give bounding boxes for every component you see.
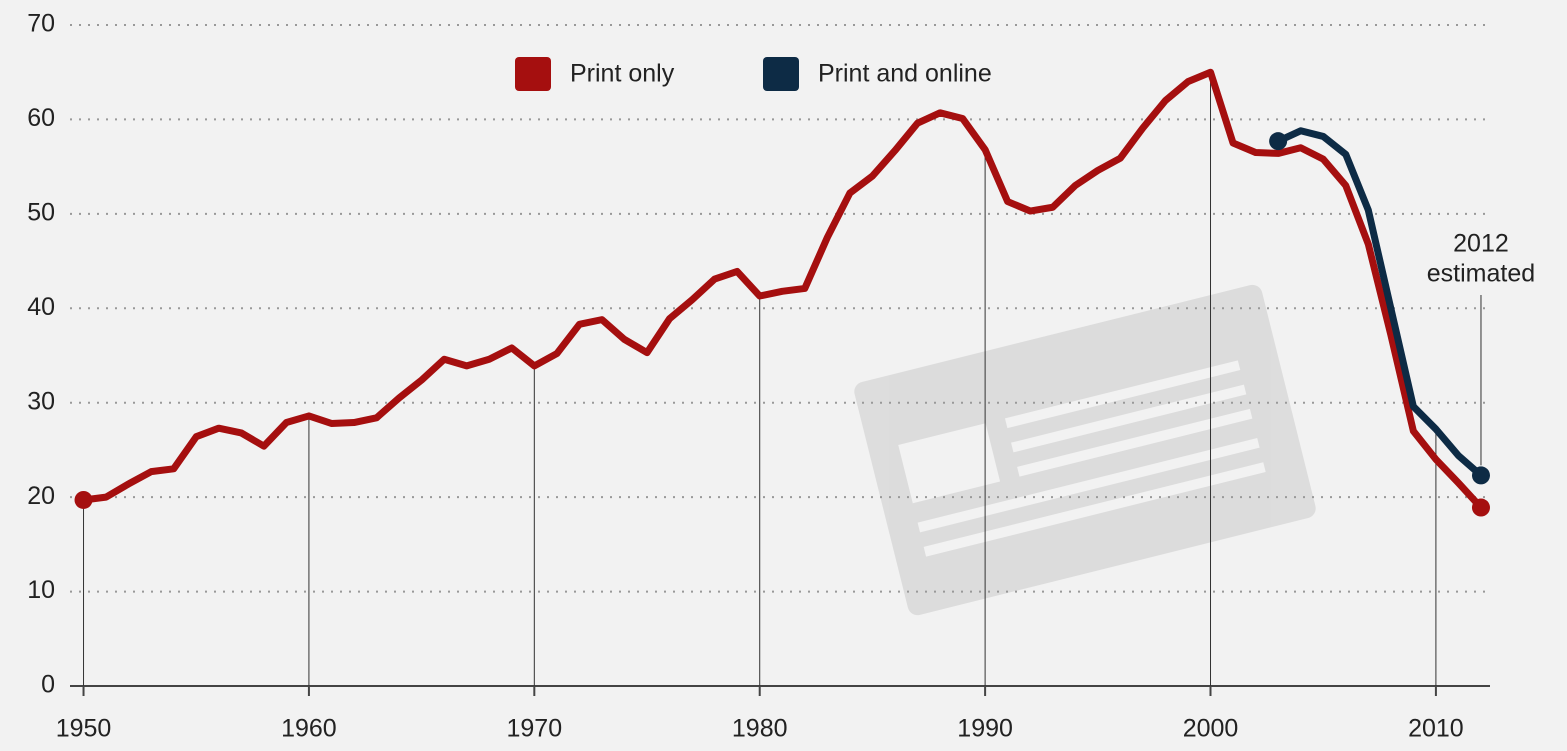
y-tick-label: 0	[41, 671, 55, 699]
x-tick-label: 2000	[1183, 715, 1239, 743]
x-tick-label: 1980	[732, 715, 788, 743]
legend-label: Print and online	[818, 60, 992, 88]
newspaper-illustration	[854, 284, 1316, 616]
line-series	[83, 68, 1484, 510]
y-tick-label: 30	[27, 387, 55, 415]
x-tick-label: 1970	[507, 715, 563, 743]
annotation: 2012	[1453, 230, 1509, 258]
y-tick-label: 10	[27, 576, 55, 604]
line-series	[1276, 127, 1484, 479]
legend-swatch	[515, 57, 551, 91]
x-tick-label: 1960	[281, 715, 337, 743]
x-tick-label: 1990	[957, 715, 1013, 743]
x-tick-label: 2010	[1408, 715, 1464, 743]
y-tick-label: 50	[27, 198, 55, 226]
y-tick-label: 20	[27, 482, 55, 510]
end-dot	[1471, 498, 1490, 517]
x-tick-label: 1950	[56, 715, 112, 743]
end-dot	[1269, 132, 1288, 151]
legend-swatch	[763, 57, 799, 91]
end-dot	[74, 490, 93, 509]
y-tick-label: 60	[27, 104, 55, 132]
end-dot	[1471, 466, 1490, 485]
y-tick-label: 40	[27, 293, 55, 321]
legend-label: Print only	[570, 60, 675, 88]
annotation: estimated	[1427, 260, 1535, 288]
y-tick-label: 70	[27, 10, 55, 38]
